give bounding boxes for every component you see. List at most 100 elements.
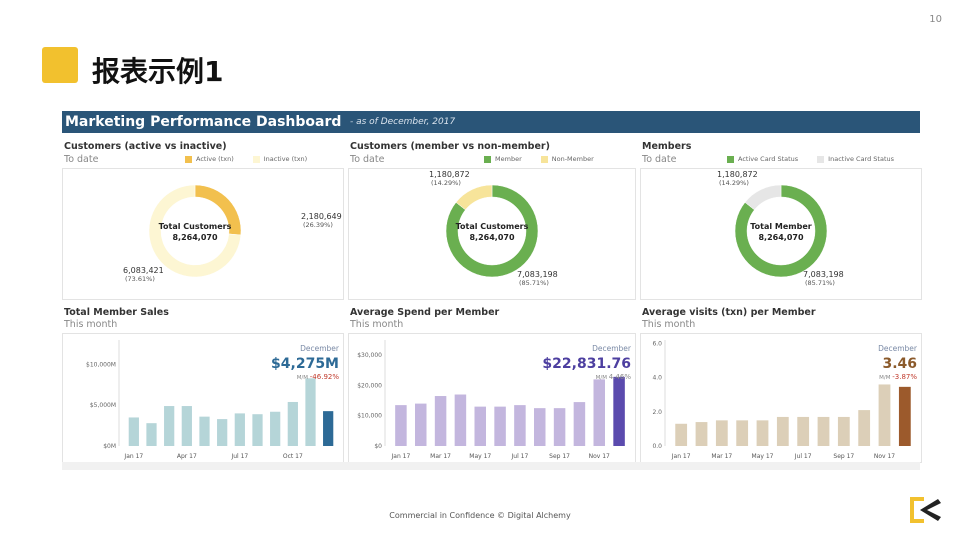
donut-slice (744, 184, 782, 211)
legend-label: Non-Member (551, 155, 594, 163)
legend-label: Active (txn) (196, 155, 234, 163)
donut-slice-value: 7,083,198 (517, 270, 558, 279)
bar (287, 401, 298, 446)
legend-swatch (817, 155, 825, 163)
donut-slice (734, 184, 828, 278)
bar (234, 413, 245, 446)
donut-legend: Active Card Status Inactive Card Status (727, 155, 908, 163)
bar (395, 405, 407, 446)
donut-slice-pct: (85.71%) (805, 279, 835, 287)
x-tick-label: May 17 (469, 453, 491, 460)
bar-panel-subtitle: This month (64, 319, 118, 330)
dashboard-subtitle: - as of December, 2017 (350, 117, 456, 127)
legend-item: Inactive (txn) (252, 155, 308, 163)
legend-label: Inactive (txn) (263, 155, 308, 163)
donut-panel-title: Customers (active vs inactive) (64, 141, 227, 152)
bar (305, 378, 316, 446)
donut-chart-box: Total Member 8,264,070 7,083,198 (85.71%) 1,… (640, 168, 922, 300)
bar (553, 408, 566, 446)
bar (128, 417, 139, 446)
bar (252, 414, 263, 446)
donut-panel-title: Customers (member vs non-member) (350, 141, 550, 152)
x-tick-label: Nov 17 (874, 453, 895, 460)
donut-slice (148, 184, 242, 278)
digital-alchemy-logo-icon (910, 497, 941, 523)
x-tick-label: Jan 17 (123, 453, 143, 460)
y-tick-label: 0.0 (652, 443, 662, 450)
donut-center-label: Total Customers (456, 222, 529, 231)
donut-slice-value: 1,180,872 (429, 170, 470, 179)
bar (898, 386, 911, 446)
legend-swatch (252, 155, 260, 163)
bar (270, 411, 281, 446)
x-tick-label: Sep 17 (833, 453, 854, 460)
donut-chart: Total Customers 8,264,070 2,180,649(26.39%… (123, 184, 342, 283)
bar (858, 410, 871, 446)
donut-chart: Total Member 8,264,070 7,083,198(85.71%) 1,… (717, 170, 844, 287)
footer-text: Commercial in Confidence © Digital Alche… (389, 511, 571, 520)
legend-swatch (727, 155, 734, 163)
title-square-icon (42, 47, 78, 83)
y-tick-label: $20,000 (357, 382, 382, 389)
bar-chart-box: $0 $10,000 $20,000 $30,000 Jan 17 Mar 17 May 1… (348, 333, 636, 463)
bar (414, 403, 427, 446)
donut-legend: Active (txn) Inactive (txn) (185, 155, 321, 163)
legend-item: Active Card Status (727, 155, 798, 163)
bar (593, 379, 606, 446)
y-tick-label: $0M (103, 443, 116, 450)
bar-chart: $0 $10,000 $20,000 $30,000 Jan 17 Mar 17 May 1… (357, 340, 632, 460)
bar (675, 423, 688, 446)
donut-slice-value: 1,180,872 (717, 170, 758, 179)
donut-panel-subtitle: To date (64, 154, 99, 165)
bar (817, 416, 830, 446)
donut-chart-box: Total Customers 8,264,070 2,180,649 (26.39%… (62, 168, 344, 300)
dashboard-header: Marketing Performance Dashboard - as of … (62, 111, 920, 133)
legend-label: Member (495, 155, 522, 163)
bottom-strip (62, 462, 920, 470)
callout-value: $22,831.76 (542, 356, 631, 372)
bar (695, 422, 708, 446)
bar (776, 416, 789, 446)
donut-slice-pct: (85.71%) (519, 279, 549, 287)
bar (613, 376, 625, 446)
bar-panel-subtitle: This month (642, 319, 696, 330)
y-tick-label: 4.0 (652, 375, 662, 382)
x-tick-label: Jul 17 (230, 453, 248, 460)
callout-month: December (592, 344, 632, 353)
donut-panel-subtitle: To date (642, 154, 677, 165)
donut-center-value: 8,264,070 (758, 233, 803, 242)
y-tick-label: $10,000M (86, 361, 116, 368)
bar (146, 423, 157, 446)
x-tick-label: May 17 (752, 453, 774, 460)
bar-panel-title: Average visits (txn) per Member (642, 307, 816, 318)
x-tick-label: Mar 17 (711, 453, 732, 460)
donut-slice-pct: (26.39%) (303, 221, 333, 229)
bar (797, 416, 810, 446)
donut-slice-value: 6,083,421 (123, 266, 164, 275)
y-tick-label: 6.0 (652, 340, 662, 347)
callout-month: December (300, 344, 340, 353)
donut-center-label: Total Customers (159, 222, 232, 231)
callout-mom: M/M -46.92% (297, 373, 340, 381)
donut-center-value: 8,264,070 (469, 233, 514, 242)
donut-slice-pct: (73.61%) (125, 275, 155, 283)
bar (454, 394, 467, 446)
x-tick-label: Apr 17 (177, 453, 197, 460)
x-tick-label: Jan 17 (391, 453, 411, 460)
legend-item: Active (txn) (185, 155, 234, 163)
bar (217, 419, 228, 446)
bar (715, 420, 728, 446)
x-tick-label: Sep 17 (549, 453, 570, 460)
bar (474, 406, 487, 446)
y-tick-label: $0 (374, 443, 382, 450)
bar (837, 416, 850, 446)
bar (181, 406, 192, 446)
callout-mom: M/M 4.46% (596, 373, 632, 381)
bar-chart-box: 0.0 2.0 4.0 6.0 Jan 17 Mar 17 May 17 Jul 17 Sep … (640, 333, 922, 463)
bar-panel-title: Total Member Sales (64, 307, 169, 318)
y-tick-label: $10,000 (357, 413, 382, 420)
legend-label: Active Card Status (738, 155, 799, 163)
legend-swatch (185, 155, 192, 163)
bar (533, 408, 546, 446)
donut-panel-title: Members (642, 141, 692, 152)
